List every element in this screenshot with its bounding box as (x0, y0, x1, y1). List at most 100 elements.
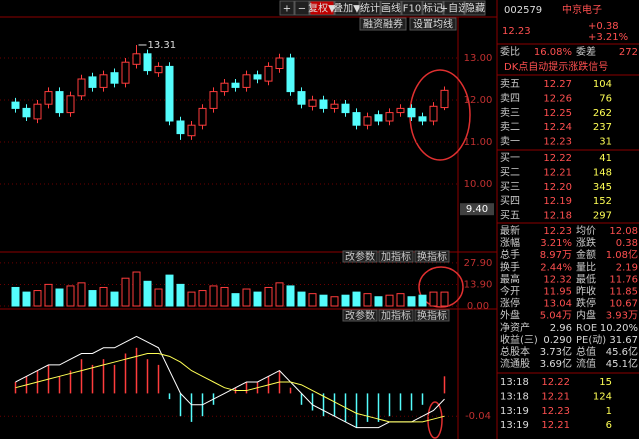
book-label: 卖五 (500, 78, 520, 90)
candle-body (110, 72, 119, 84)
candle-body (121, 61, 130, 84)
volume-bar (187, 291, 196, 307)
panel-button-label[interactable]: 改参数 (345, 309, 375, 322)
panel-button-label[interactable]: 加指标 (381, 250, 411, 263)
volume-bar (132, 271, 141, 307)
stat-cell: 外盘 (500, 309, 520, 322)
volume-bar (77, 282, 86, 307)
stat-cell: 总股本 (500, 345, 530, 358)
stat-cell: 3.73亿 (540, 345, 572, 358)
panel-button-label[interactable]: 换指标 (417, 250, 447, 263)
toolbar-label[interactable]: F10 (403, 4, 421, 15)
book-label: 卖一 (500, 136, 520, 148)
toolbar-button[interactable] (294, 0, 310, 16)
stat-cell: 0.290 (543, 335, 572, 346)
sub-button[interactable] (359, 17, 407, 31)
sub-button-label[interactable]: 设置均线 (413, 18, 453, 31)
candle-body (242, 74, 251, 88)
panel-button-label[interactable]: 换指标 (417, 309, 447, 322)
toolbar-label[interactable]: 隐藏 (465, 3, 485, 15)
toolbar-button[interactable] (422, 0, 444, 16)
candle-body (374, 114, 383, 122)
book-volume: 237 (593, 122, 612, 133)
stat-cell: 涨跌 (576, 236, 596, 249)
panel-button[interactable] (342, 309, 378, 322)
stat-cell: 11.76 (609, 274, 638, 285)
toolbar-button[interactable] (279, 0, 295, 16)
toolbar-label[interactable]: 统计 (360, 2, 380, 15)
candle-body (440, 89, 449, 109)
cursor-box (460, 203, 494, 216)
volume-bar (165, 274, 174, 307)
book-price: 12.24 (543, 122, 572, 133)
toolbar-label[interactable]: + (283, 4, 291, 15)
candle-body (11, 101, 20, 109)
candle-body (22, 107, 31, 118)
book-price: 12.26 (543, 93, 572, 104)
book-price: 12.25 (543, 108, 572, 119)
tick-cell: 12.22 (541, 377, 570, 388)
y-tick-label: 11.00 (464, 137, 493, 148)
y-tick-label: -0.04 (465, 411, 491, 422)
candle-body (231, 82, 240, 88)
tick-cell: 6 (606, 420, 612, 431)
volume-bar (198, 290, 207, 307)
toolbar-button[interactable] (464, 0, 486, 16)
candle-body (143, 53, 152, 72)
volume-bar (88, 290, 97, 307)
tick-cell: 13:18 (500, 391, 529, 402)
volume-bar (308, 293, 317, 307)
candle-body (220, 82, 229, 93)
book-volume: 148 (593, 167, 612, 178)
book-volume: 152 (593, 196, 612, 207)
toolbar-button[interactable] (309, 0, 335, 16)
sub-button-label[interactable]: 融资融券 (363, 18, 403, 31)
candle-body (341, 103, 350, 114)
toolbar-button[interactable] (443, 0, 465, 16)
y-tick-label: 27.90 (464, 258, 493, 269)
panel-button-label[interactable]: 加指标 (381, 309, 411, 322)
stat-cell: 净资产 (500, 321, 530, 334)
panel-button[interactable] (414, 309, 450, 322)
volume-bar (407, 296, 416, 307)
panel-button[interactable] (378, 309, 414, 322)
candle-body (286, 57, 295, 93)
panel-button[interactable] (342, 250, 378, 263)
candle-body (275, 57, 284, 69)
stat-cell: 11.85 (609, 287, 638, 298)
stat-cell: 涨停 (500, 297, 520, 310)
toolbar-label[interactable]: − (298, 4, 306, 15)
book-price: 12.20 (543, 182, 572, 193)
stat-cell: 3.93万 (606, 311, 638, 322)
toolbar-label[interactable]: 叠加▼ (333, 3, 361, 15)
book-label: 买五 (500, 210, 520, 222)
tick-cell: 124 (593, 391, 612, 402)
candle-body (44, 91, 53, 105)
toolbar-label[interactable]: 画线 (381, 2, 401, 15)
toolbar-button[interactable] (380, 0, 402, 16)
y-tick-label: 12.00 (464, 95, 493, 106)
toolbar-button[interactable] (334, 0, 360, 16)
toolbar-label[interactable]: 复权▼ (308, 2, 336, 15)
stat-cell: 收益(三) (500, 333, 538, 346)
stat-cell: 12.08 (609, 226, 638, 237)
volume-bar (44, 283, 53, 307)
change: +0.38 (588, 21, 619, 32)
toolbar-button[interactable] (359, 0, 381, 16)
panel-button[interactable] (378, 250, 414, 263)
sub-button[interactable] (409, 17, 457, 31)
candle-body (154, 65, 163, 74)
volume-bar (99, 286, 108, 307)
stat-cell: 流值 (576, 357, 596, 370)
volume-bar (121, 277, 130, 307)
toolbar-label[interactable]: 标记 (423, 3, 443, 15)
panel-button[interactable] (414, 250, 450, 263)
toolbar-label[interactable]: +自选 (440, 2, 468, 15)
toolbar-button[interactable] (401, 0, 423, 16)
panel-button-label[interactable]: 改参数 (345, 250, 375, 263)
volume-bar (374, 296, 383, 307)
y-tick-label: 10.00 (464, 179, 493, 190)
stat-cell: 13.04 (543, 299, 572, 310)
stat-cell: 流通股 (500, 357, 530, 370)
candle-body (297, 91, 306, 105)
